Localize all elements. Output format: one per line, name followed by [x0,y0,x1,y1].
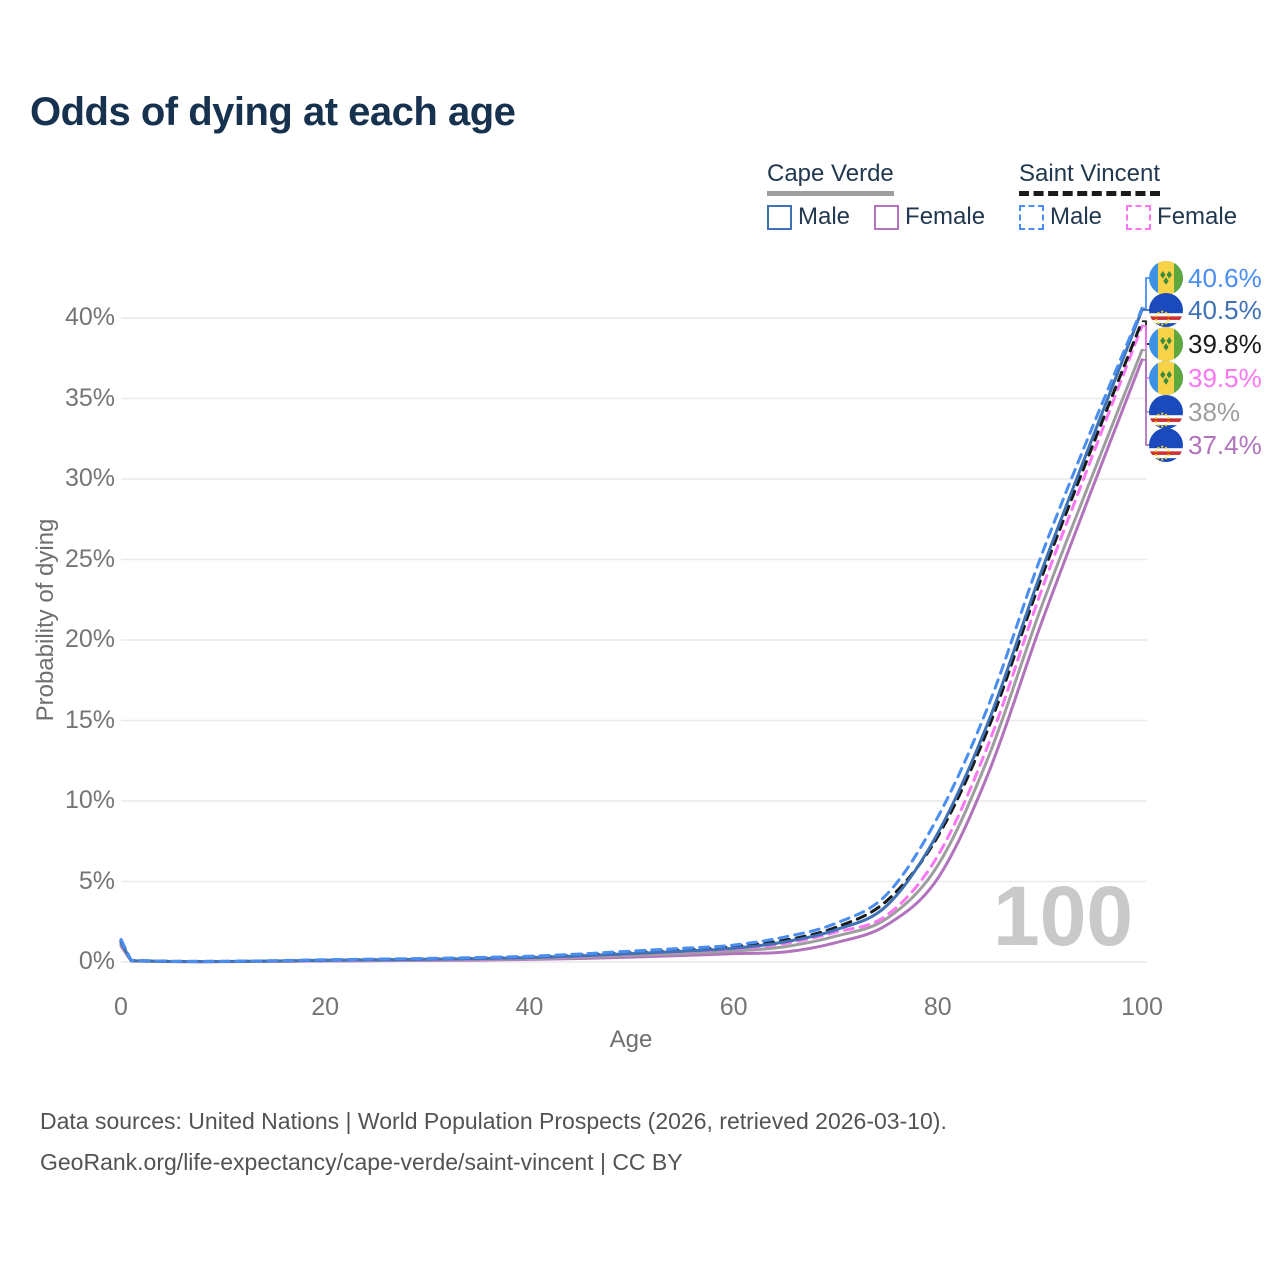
legend-group-saint-vincent: Saint Vincent Male Female [1019,160,1237,231]
legend-items-saint-vincent: Male Female [1019,203,1237,231]
legend-item-saint-vincent-female[interactable]: Female [1126,203,1237,231]
series-line-cape-verde-both-sexes[interactable] [119,348,1144,964]
footer-data-sources: Data sources: United Nations | World Pop… [40,1108,947,1134]
legend-item-label: Male [1050,203,1103,230]
series-line-saint-vincent-both-sexes[interactable] [119,319,1144,963]
legend-item-label: Male [798,203,851,230]
legend-item-label: Female [1157,203,1238,230]
legend-item-label: Female [905,203,986,230]
end-label-connector [1142,358,1151,446]
legend-swatch-saint-vincent-female[interactable] [1126,204,1152,230]
legend-item-cape-verde-female[interactable]: Female [874,203,985,231]
age-watermark: 100 [993,869,1134,963]
legend-group-cape-verde: Cape Verde Male Female [767,160,985,231]
legend-swatch-cape-verde-female[interactable] [874,204,900,230]
y-axis-title: Probability of dying [32,518,59,722]
footer-attribution: GeoRank.org/life-expectancy/cape-verde/s… [40,1149,683,1175]
series-line-cape-verde-male[interactable] [119,308,1144,964]
series-line-cape-verde-female[interactable] [119,358,1144,964]
chart-title: Odds of dying at each age [30,90,516,134]
series-line-saint-vincent-male[interactable] [119,306,1144,963]
end-label-connector [1142,277,1151,310]
legend-item-saint-vincent-male[interactable]: Male [1019,203,1102,231]
legend-item-cape-verde-male[interactable]: Male [767,203,850,231]
x-axis-title: Age [609,1026,653,1053]
series-line-saint-vincent-female[interactable] [119,324,1144,964]
legend-group-title-saint-vincent[interactable]: Saint Vincent [1019,160,1160,196]
legend-swatch-saint-vincent-male[interactable] [1019,204,1044,230]
legend-items-cape-verde: Male Female [767,203,985,231]
legend-swatch-cape-verde-male[interactable] [767,204,792,230]
legend-group-title-cape-verde[interactable]: Cape Verde [767,160,894,196]
